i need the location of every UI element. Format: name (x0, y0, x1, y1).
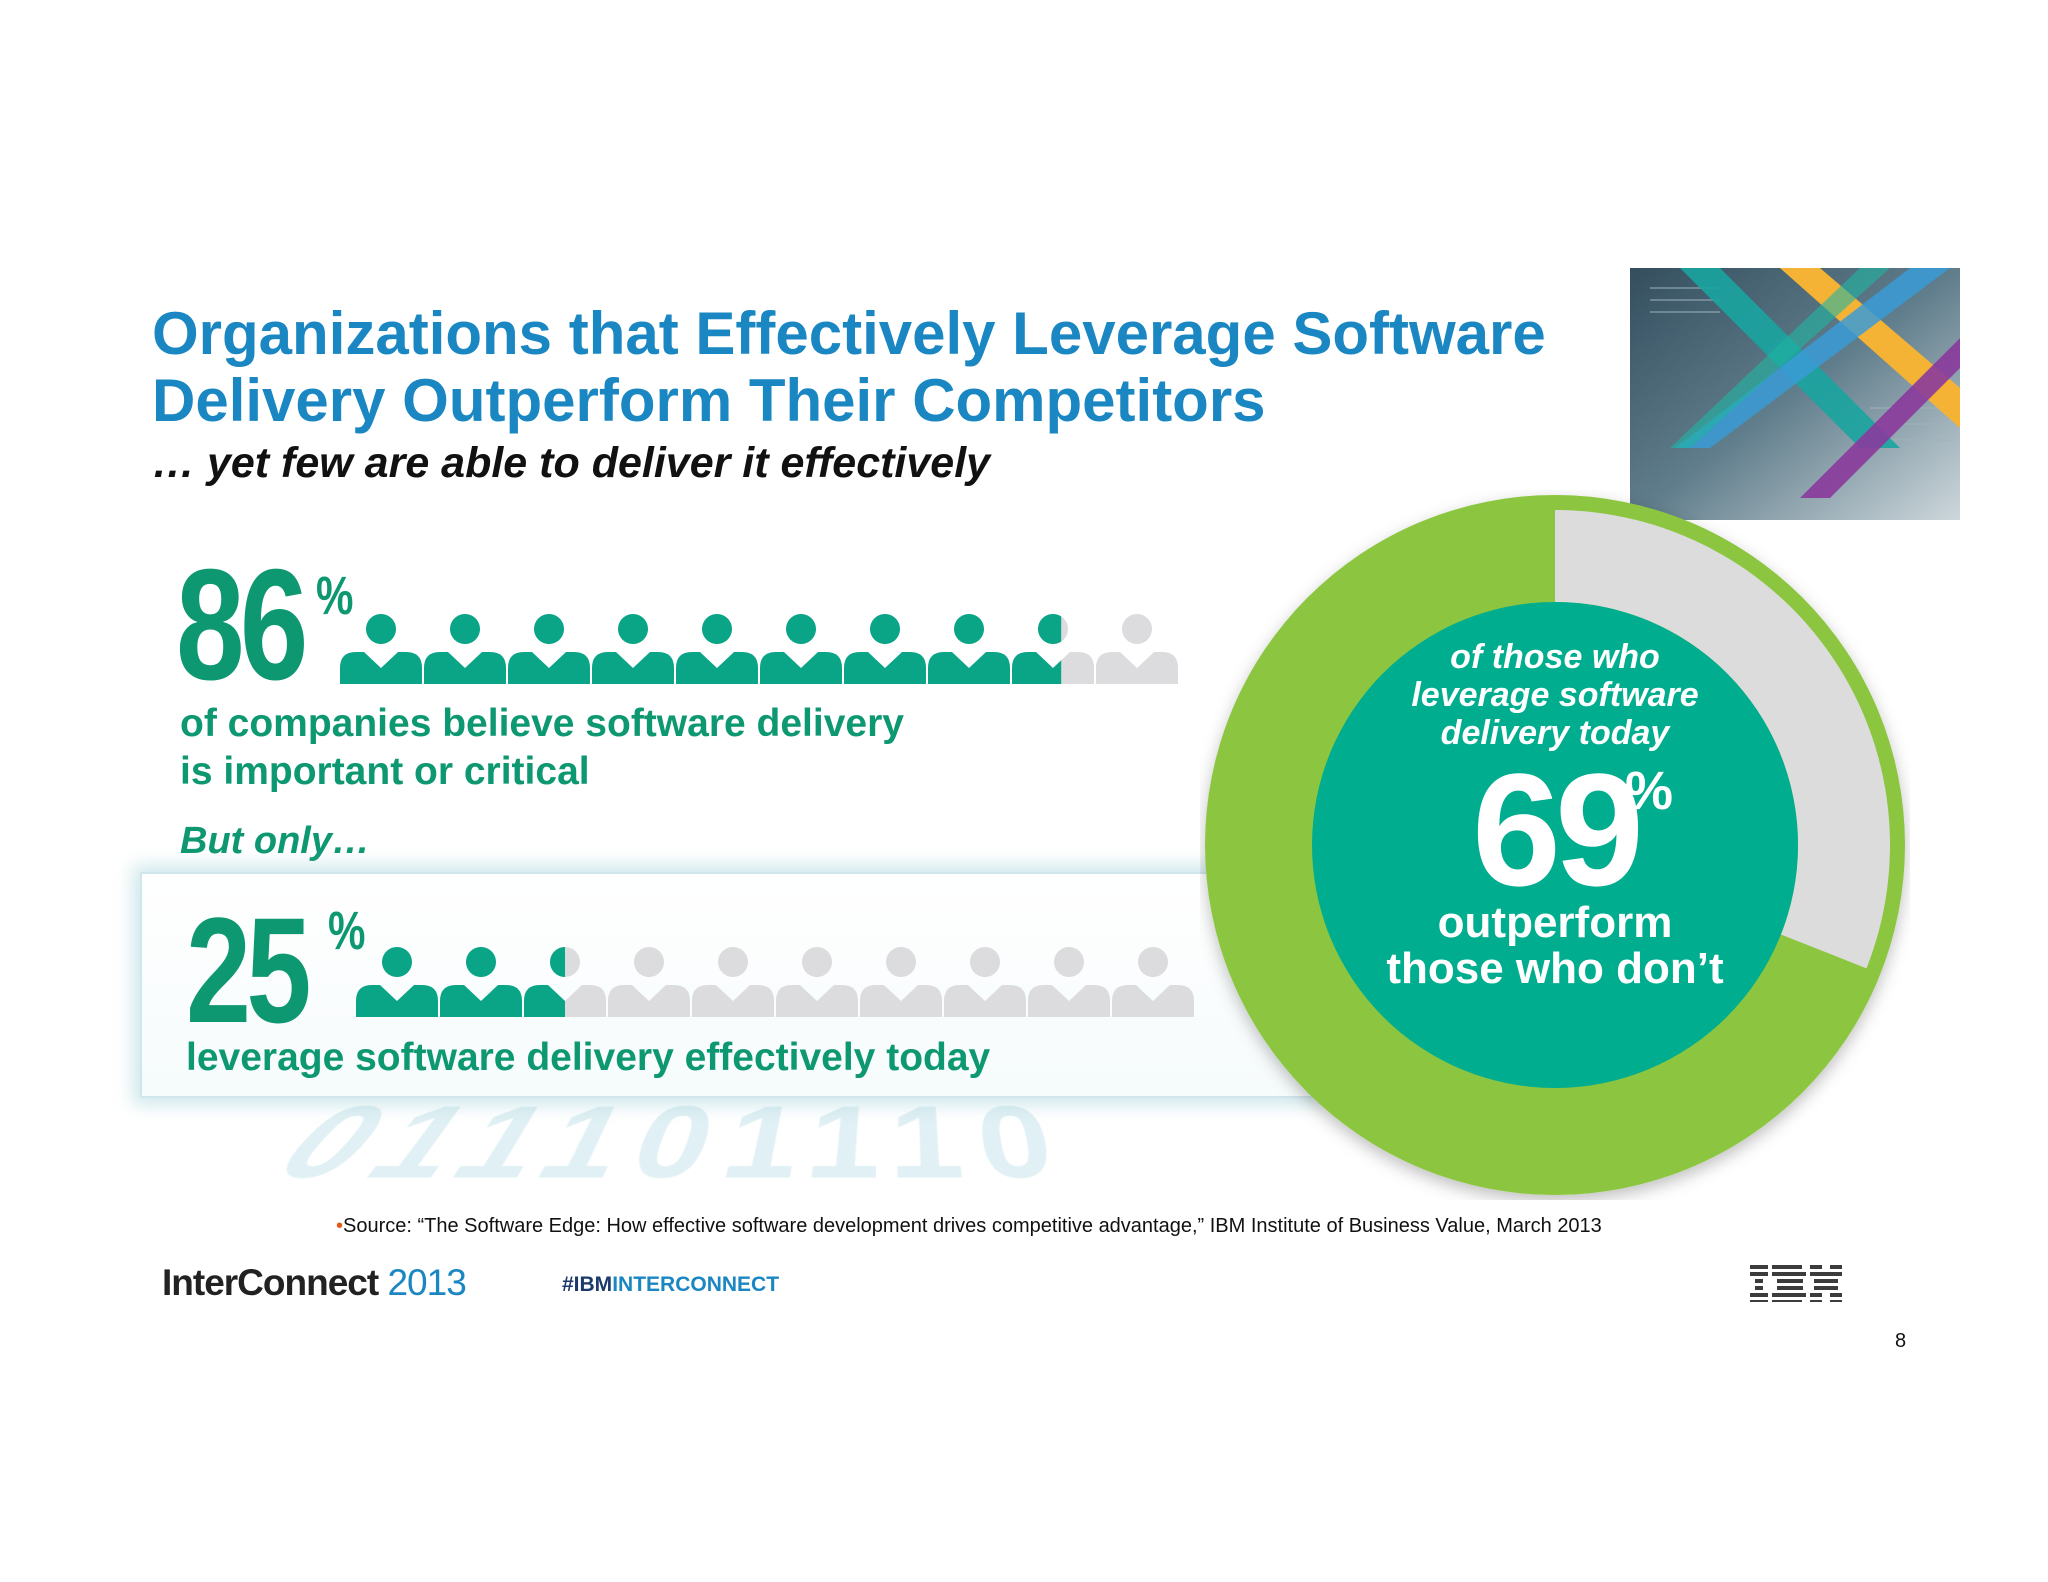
person-icon (524, 945, 606, 1017)
stat1-text: of companies believe software delivery i… (180, 700, 904, 796)
person-icon (860, 945, 942, 1017)
person-icon (340, 612, 422, 684)
donut-bottom-text: outperform those who don’t (1320, 900, 1790, 992)
donut-label: of those who leverage software delivery … (1320, 600, 1790, 1070)
person-icon (508, 612, 590, 684)
donut-top-line1: of those who (1450, 638, 1660, 676)
stat1-value: 86 (176, 550, 304, 700)
person-icon (440, 945, 522, 1017)
person-icon (776, 945, 858, 1017)
brand-year: 2013 (387, 1262, 465, 1303)
ibm-logo (1750, 1262, 1845, 1302)
slide-subtitle: … yet few are able to deliver it effecti… (152, 438, 990, 488)
source-text: Source: “The Software Edge: How effectiv… (343, 1215, 1602, 1237)
donut-bottom-line1: outperform (1438, 898, 1673, 947)
person-icon (1012, 612, 1094, 684)
person-icon (844, 612, 926, 684)
donut-top-text: of those who leverage software delivery … (1320, 638, 1790, 752)
interconnect-logo: InterConnect 2013 (162, 1262, 466, 1304)
person-icon (1112, 945, 1194, 1017)
source-bullet: • (336, 1215, 343, 1237)
person-icon (1096, 612, 1178, 684)
person-icon (676, 612, 758, 684)
stat2-value: 25 (186, 895, 307, 1045)
person-icon (760, 612, 842, 684)
corner-stripes-graphic (1630, 268, 1960, 520)
donut-percent: % (1625, 760, 1673, 822)
person-icon (592, 612, 674, 684)
slide-title: Organizations that Effectively Leverage … (152, 300, 1652, 434)
stat1-line2: is important or critical (180, 750, 590, 793)
source-note: •Source: “The Software Edge: How effecti… (336, 1215, 1602, 1238)
hashtag-rest: INTERCONNECT (612, 1273, 779, 1296)
page-number: 8 (1895, 1330, 1906, 1353)
donut-value: 69 (1320, 750, 1790, 910)
stat2-text: leverage software delivery effectively t… (186, 1036, 990, 1080)
person-icon (692, 945, 774, 1017)
stat1-line1: of companies believe software delivery (180, 702, 904, 745)
person-icon (1028, 945, 1110, 1017)
person-icon (608, 945, 690, 1017)
person-icon (944, 945, 1026, 1017)
person-icon (928, 612, 1010, 684)
brand-name: InterConnect (162, 1262, 378, 1303)
person-icon (424, 612, 506, 684)
person-icon (356, 945, 438, 1017)
donut-top-line2: leverage software (1411, 676, 1698, 714)
donut-bottom-line2: those who don’t (1386, 944, 1723, 993)
transition-text: But only… (180, 820, 370, 863)
hashtag-prefix: #IBM (562, 1273, 612, 1296)
hashtag: #IBMINTERCONNECT (562, 1273, 779, 1297)
